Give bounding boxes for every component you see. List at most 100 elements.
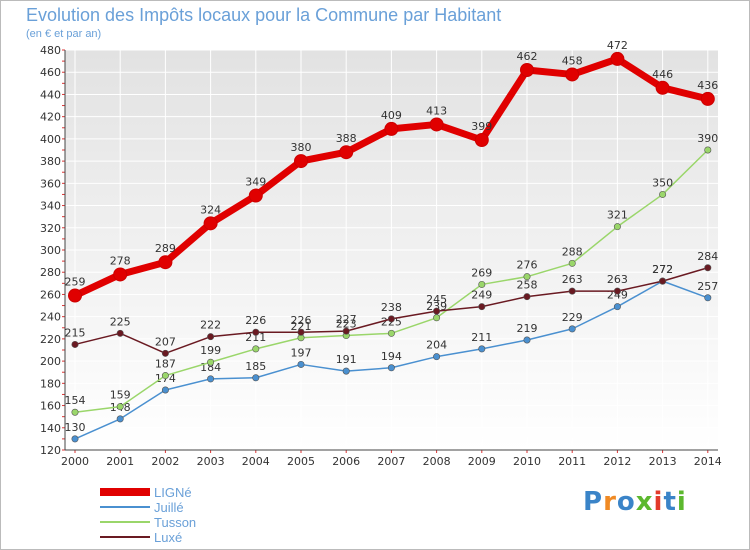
data-point (433, 353, 441, 361)
data-label: 249 (471, 289, 492, 302)
y-tick-label: 440 (40, 88, 61, 101)
data-label: 238 (381, 301, 402, 314)
data-point (520, 63, 534, 77)
y-tick-label: 140 (40, 422, 61, 435)
proxiti-logo: Proxiti (583, 487, 687, 517)
data-point (384, 121, 399, 136)
data-point (523, 273, 531, 281)
data-point (161, 386, 169, 394)
x-tick-label: 2004 (242, 455, 270, 468)
x-tick-label: 2012 (603, 455, 631, 468)
x-tick-label: 2009 (468, 455, 496, 468)
y-tick-label: 160 (40, 400, 61, 413)
data-label: 159 (110, 389, 131, 402)
data-label: 225 (110, 315, 131, 328)
legend-label: LIGNé (154, 485, 192, 500)
y-tick-label: 260 (40, 288, 61, 301)
y-tick-label: 120 (40, 444, 61, 457)
data-label: 263 (607, 273, 628, 286)
data-point (342, 367, 350, 375)
data-label: 289 (155, 242, 176, 255)
x-tick-label: 2003 (197, 455, 225, 468)
data-point (71, 340, 79, 348)
data-label: 321 (607, 209, 628, 222)
data-point (342, 327, 350, 335)
data-label: 380 (291, 141, 312, 154)
logo-letter: i (653, 487, 664, 517)
data-label: 221 (291, 320, 312, 333)
data-label: 284 (697, 250, 718, 263)
data-point (252, 328, 260, 336)
y-tick-label: 220 (40, 333, 61, 346)
data-label: 249 (607, 289, 628, 302)
data-label: 154 (65, 394, 86, 407)
data-point (294, 154, 308, 169)
chart-subtitle: (en € et par an) (26, 28, 102, 40)
y-tick-label: 180 (40, 377, 61, 390)
data-label: 458 (562, 54, 583, 67)
data-point (659, 190, 667, 198)
data-label: 278 (110, 254, 131, 267)
x-tick-label: 2013 (649, 455, 677, 468)
logo-letter: o (616, 487, 636, 517)
data-point (474, 133, 489, 147)
data-point (433, 307, 441, 315)
x-tick-label: 2001 (106, 455, 134, 468)
logo-letter: i (676, 487, 687, 517)
data-label: 446 (652, 68, 673, 81)
data-point (339, 145, 354, 160)
data-label: 207 (155, 335, 176, 348)
data-point (113, 267, 128, 282)
data-label: 194 (381, 350, 402, 363)
data-label: 288 (562, 245, 583, 258)
data-point (613, 223, 621, 231)
data-point (207, 375, 215, 383)
data-point (116, 403, 124, 411)
data-point (704, 264, 712, 272)
data-label: 199 (200, 344, 221, 357)
logo-letter: P (583, 487, 604, 517)
data-point (161, 372, 169, 380)
y-tick-label: 420 (40, 111, 61, 124)
data-label: 239 (426, 300, 447, 313)
data-label: 185 (245, 360, 266, 373)
data-point (116, 329, 124, 337)
data-label: 245 (426, 293, 447, 306)
logo-letter: r (603, 487, 617, 517)
legend-label: Juillé (154, 500, 184, 515)
legend-label: Tusson (154, 515, 196, 530)
y-tick-label: 480 (40, 44, 61, 57)
data-point (387, 364, 395, 372)
data-label: 258 (517, 279, 538, 292)
data-point (203, 216, 218, 231)
y-tick-label: 460 (40, 66, 61, 79)
data-point (297, 360, 305, 368)
data-point (613, 287, 621, 295)
y-tick-label: 240 (40, 311, 61, 324)
data-point (478, 303, 486, 311)
y-tick-label: 300 (40, 244, 61, 257)
data-label: 226 (291, 314, 312, 327)
data-label: 215 (65, 326, 86, 339)
x-tick-label: 2011 (558, 455, 586, 468)
data-label: 259 (65, 276, 86, 289)
data-label: 130 (65, 421, 86, 434)
data-point (387, 329, 395, 337)
x-tick-label: 2006 (332, 455, 360, 468)
data-point (207, 333, 215, 341)
data-label: 409 (381, 109, 402, 122)
data-label: 211 (245, 331, 266, 344)
data-label: 324 (200, 203, 221, 216)
data-label: 257 (697, 280, 718, 293)
data-label: 388 (336, 132, 357, 145)
logo-letter: t (663, 487, 677, 517)
y-tick-label: 280 (40, 266, 61, 279)
x-tick-label: 2010 (513, 455, 541, 468)
data-point (655, 80, 670, 95)
data-point (116, 415, 124, 423)
data-label: 349 (245, 176, 266, 189)
data-point (568, 259, 576, 267)
data-point (158, 255, 173, 270)
data-point (478, 345, 486, 353)
